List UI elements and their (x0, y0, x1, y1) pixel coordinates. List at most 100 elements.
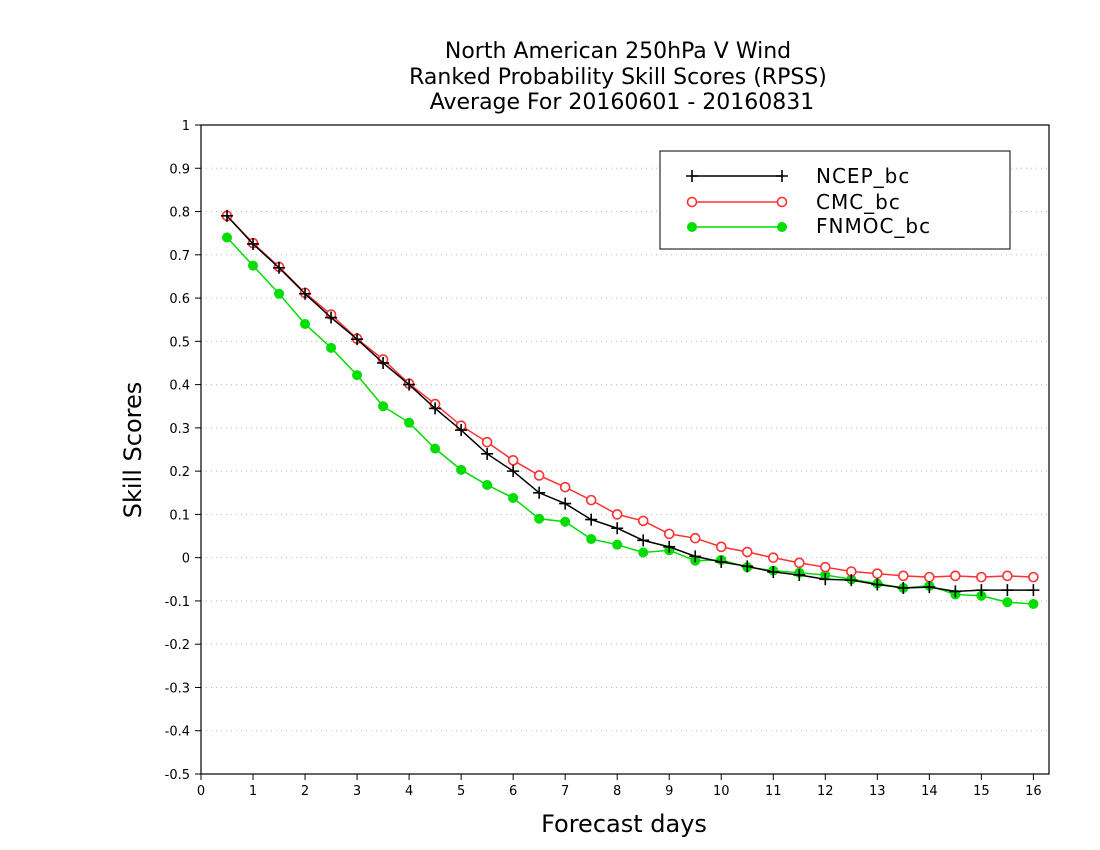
data-series (221, 209, 1040, 609)
fnmoc-bc-point (222, 232, 233, 243)
y-tick-label: 0.6 (169, 292, 190, 307)
ncep-bc-point (767, 565, 780, 578)
fnmoc-bc-line (226, 236, 1034, 605)
cmc-bc-point (976, 571, 987, 583)
fnmoc-bc-point (404, 417, 415, 428)
ncep-bc-point (455, 424, 468, 437)
legend: NCEP_bc CMC_bc FNMOC_bc (659, 150, 1011, 250)
ncep-bc-point (637, 534, 650, 547)
y-tick-label: 0.8 (169, 206, 190, 221)
x-tick-label: 7 (561, 784, 569, 799)
cmc-bc-point (533, 470, 545, 481)
ncep-bc-point (975, 584, 988, 597)
legend-marker-ncep-bc (776, 170, 788, 182)
y-axis-label: Skill Scores (119, 382, 147, 519)
fnmoc-bc-point (612, 539, 623, 550)
x-tick-label: 1 (249, 784, 257, 799)
x-tick-label: 15 (973, 784, 990, 799)
x-tick-label: 0 (197, 784, 205, 799)
cmc-bc-point (793, 557, 805, 569)
ncep-bc-point (559, 497, 572, 510)
ncep-bc-point (533, 486, 546, 499)
legend-label-ncep: NCEP_bc (816, 164, 910, 188)
cmc-bc-point (898, 570, 909, 582)
fnmoc-bc-point (1002, 597, 1013, 608)
ncep-bc-point (481, 447, 494, 460)
ncep-bc-point (273, 261, 286, 274)
cmc-bc-point (611, 509, 623, 520)
cmc-bc-point (819, 561, 831, 573)
fnmoc-bc-point (300, 319, 311, 330)
y-tick-label: 0.1 (169, 508, 190, 523)
ncep-bc-point (871, 578, 884, 591)
x-tick-label: 14 (921, 784, 938, 799)
y-tick-label: 0.9 (169, 162, 190, 177)
y-tick-label: -0.3 (165, 681, 190, 696)
x-tick-label: 4 (405, 784, 413, 799)
ncep-bc-point (507, 465, 520, 478)
chart-title-line-1: North American 250hPa V Wind (445, 39, 791, 64)
legend-label-cmc: CMC_bc (816, 190, 901, 214)
legend-marker-fnmoc-bc (687, 222, 697, 232)
chart-title-line-3: Average For 20160601 - 20160831 (430, 90, 815, 115)
y-tick-label: 0.5 (169, 335, 190, 350)
ncep-bc-point (897, 581, 910, 594)
ncep-bc-point (585, 513, 598, 526)
y-tick-label: -0.5 (165, 768, 190, 783)
ncep-bc-line (226, 215, 1034, 593)
x-tick-label: 16 (1025, 784, 1042, 799)
fnmoc-bc-point (430, 443, 441, 454)
legend-marker-cmc-bc (776, 196, 788, 208)
cmc-bc-point (663, 528, 675, 540)
cmc-bc-point (715, 541, 727, 553)
cmc-bc-point (585, 494, 597, 506)
x-tick-label: 13 (869, 784, 886, 799)
fnmoc-bc-point (456, 464, 467, 475)
fnmoc-bc-point (560, 516, 571, 527)
x-tick-label: 5 (457, 784, 465, 799)
ncep-bc-point (819, 573, 832, 586)
legend-marker-ncep-bc (686, 170, 698, 182)
ncep-bc-point (793, 568, 806, 581)
ncep-bc-point (715, 555, 728, 568)
plot-frame (200, 124, 1050, 775)
legend-marker-cmc-bc (686, 196, 698, 208)
cmc-bc-point (1002, 570, 1013, 582)
fnmoc-bc-point (274, 288, 285, 299)
y-tick-label: 0 (182, 552, 190, 567)
y-tick-label: -0.2 (165, 638, 190, 653)
y-tick-label: -0.1 (165, 595, 190, 610)
cmc-bc-point (924, 571, 935, 583)
y-tick-label: 0.7 (169, 249, 190, 264)
ncep-bc-point (403, 378, 416, 391)
fnmoc-bc-point (378, 401, 389, 412)
ncep-bc-point (845, 574, 858, 587)
x-tick-label: 3 (353, 784, 361, 799)
x-tick-label: 9 (665, 784, 673, 799)
ncep-bc-point (247, 237, 260, 250)
legend-box (659, 150, 1011, 250)
fnmoc-bc-point (1028, 598, 1039, 609)
legend-label-fnmoc: FNMOC_bc (816, 214, 931, 238)
cmc-bc-point (1028, 571, 1039, 583)
x-tick-label: 12 (817, 784, 834, 799)
fnmoc-bc-point (482, 479, 493, 490)
fnmoc-bc-point (586, 534, 597, 545)
ncep-bc-point (1001, 584, 1014, 597)
x-axis-label: Forecast days (541, 810, 707, 838)
ncep-bc-point (377, 356, 390, 369)
fnmoc-bc-point (638, 547, 649, 558)
ncep-bc-point (351, 333, 364, 346)
cmc-bc-line (226, 215, 1034, 578)
cmc-bc-point (950, 570, 961, 582)
ncep-bc-point (221, 209, 234, 222)
ncep-bc-point (689, 550, 702, 563)
cmc-bc-point (481, 436, 493, 448)
ncep-bc-point (923, 581, 936, 594)
fnmoc-bc-point (326, 342, 337, 353)
ncep-bc-point (741, 560, 754, 573)
y-tick-label: 1 (182, 119, 190, 134)
ncep-bc-point (1027, 584, 1040, 597)
x-tick-label: 10 (713, 784, 730, 799)
